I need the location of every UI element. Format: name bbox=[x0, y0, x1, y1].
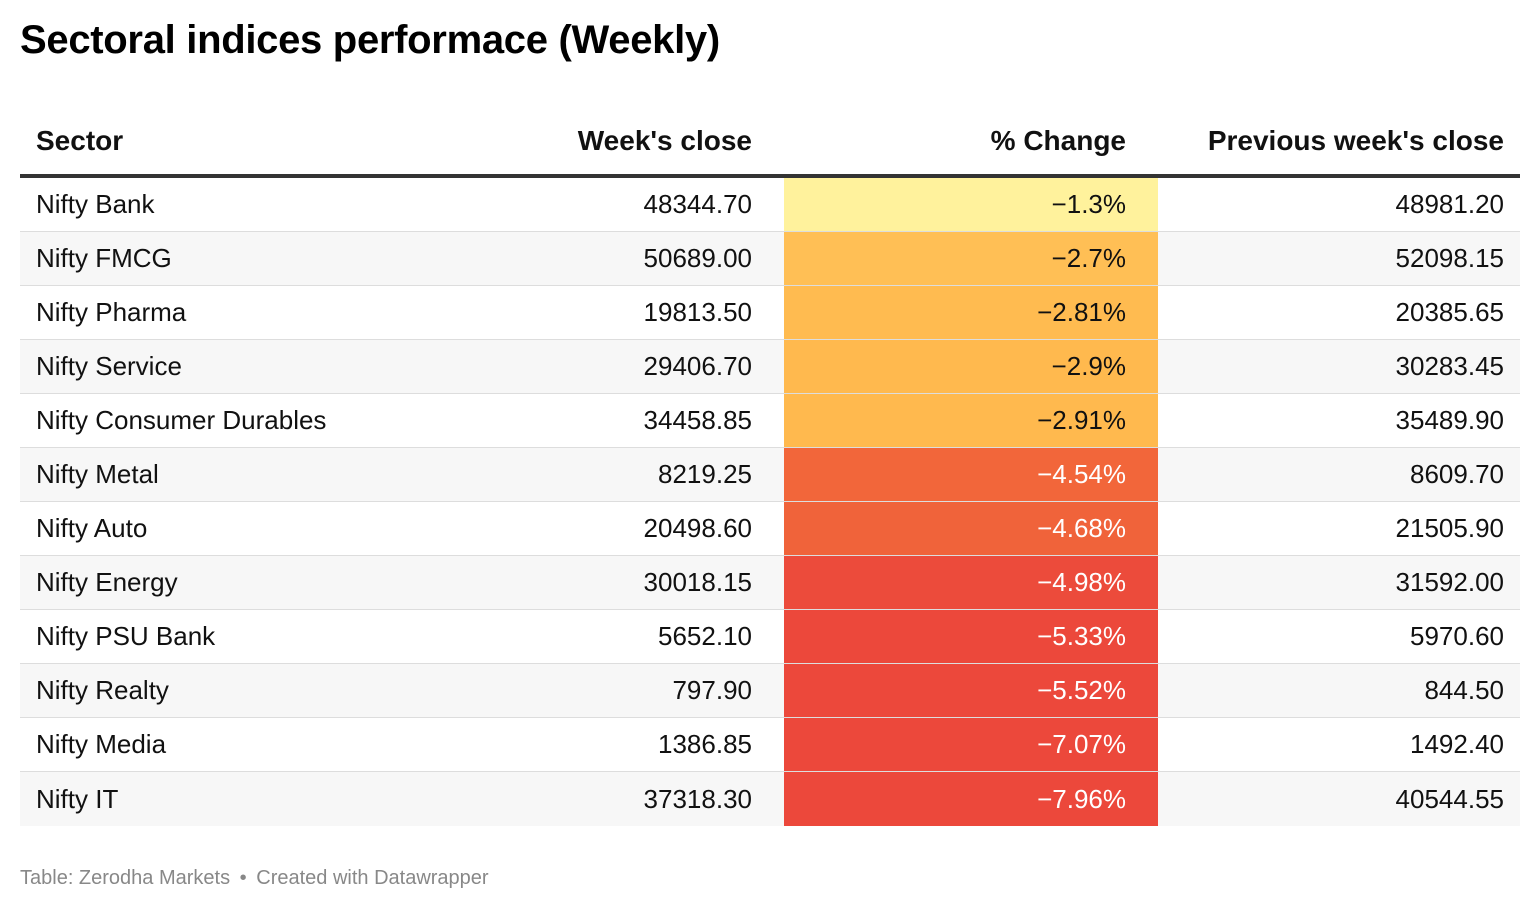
table-row: Nifty Realty 797.90 −5.52% 844.50 bbox=[20, 664, 1520, 718]
table-row: Nifty IT 37318.30 −7.96% 40544.55 bbox=[20, 772, 1520, 826]
weeks-close-cell: 20498.60 bbox=[643, 513, 752, 543]
table-row: Nifty Energy 30018.15 −4.98% 31592.00 bbox=[20, 556, 1520, 610]
footer: Table: Zerodha Markets • Created with Da… bbox=[20, 867, 489, 890]
percent-change-cell: −2.81% bbox=[784, 286, 1158, 339]
percent-change-cell: −5.52% bbox=[784, 664, 1158, 717]
header-previous-weeks-close[interactable]: Previous week's close bbox=[1207, 125, 1504, 156]
sector-cell: Nifty Auto bbox=[36, 513, 148, 543]
table-body: Nifty Bank 48344.70 −1.3% 48981.20 Nifty FMC… bbox=[20, 178, 1520, 826]
previous-weeks-close-cell: 52098.15 bbox=[1395, 243, 1504, 273]
header-sector[interactable]: Sector bbox=[36, 125, 124, 156]
table-row: Nifty Metal 8219.25 −4.54% 8609.70 bbox=[20, 448, 1520, 502]
weeks-close-cell: 30018.15 bbox=[643, 567, 752, 597]
footer-credit: Created with Datawrapper bbox=[256, 867, 489, 889]
sector-cell: Nifty IT bbox=[36, 783, 119, 814]
percent-change-cell: −7.07% bbox=[784, 718, 1158, 771]
table-row: Nifty Pharma 19813.50 −2.81% 20385.65 bbox=[20, 286, 1520, 340]
weeks-close-cell: 19813.50 bbox=[643, 297, 752, 327]
weeks-close-cell: 8219.25 bbox=[658, 459, 752, 489]
sector-cell: Nifty Pharma bbox=[36, 297, 187, 327]
footer-separator: • bbox=[239, 867, 247, 889]
sector-cell: Nifty Realty bbox=[36, 675, 169, 705]
table-header: Sector Week's close % Change Previous we… bbox=[20, 108, 1520, 178]
sector-cell: Nifty Consumer Durables bbox=[36, 405, 327, 435]
weeks-close-cell: 37318.30 bbox=[643, 783, 752, 814]
percent-change-cell: −2.7% bbox=[784, 232, 1158, 285]
weeks-close-cell: 50689.00 bbox=[643, 243, 752, 273]
sector-cell: Nifty PSU Bank bbox=[36, 621, 216, 651]
previous-weeks-close-cell: 31592.00 bbox=[1395, 567, 1504, 597]
sector-cell: Nifty FMCG bbox=[36, 243, 172, 273]
previous-weeks-close-cell: 21505.90 bbox=[1395, 513, 1504, 543]
weeks-close-cell: 1386.85 bbox=[658, 729, 752, 759]
previous-weeks-close-cell: 8609.70 bbox=[1410, 459, 1504, 489]
table-row: Nifty Consumer Durables 34458.85 −2.91% 354… bbox=[20, 394, 1520, 448]
previous-weeks-close-cell: 5970.60 bbox=[1410, 621, 1504, 651]
weeks-close-cell: 29406.70 bbox=[643, 351, 752, 381]
percent-change-cell: −5.33% bbox=[784, 610, 1158, 663]
table-row: Nifty PSU Bank 5652.10 −5.33% 5970.60 bbox=[20, 610, 1520, 664]
table-row: Nifty Auto 20498.60 −4.68% 21505.90 bbox=[20, 502, 1520, 556]
sector-cell: Nifty Media bbox=[36, 729, 167, 759]
percent-change-cell: −4.98% bbox=[784, 556, 1158, 609]
chart-title: Sectoral indices performace (Weekly) bbox=[20, 18, 720, 62]
table-row: Nifty Service 29406.70 −2.9% 30283.45 bbox=[20, 340, 1520, 394]
weeks-close-cell: 797.90 bbox=[672, 675, 752, 705]
weeks-close-cell: 5652.10 bbox=[658, 621, 752, 651]
percent-change-cell: −4.68% bbox=[784, 502, 1158, 555]
sector-cell: Nifty Service bbox=[36, 351, 182, 381]
header-percent-change[interactable]: % Change bbox=[990, 125, 1126, 156]
percent-change-cell: −1.3% bbox=[784, 178, 1158, 231]
previous-weeks-close-cell: 35489.90 bbox=[1395, 405, 1504, 435]
weeks-close-cell: 34458.85 bbox=[643, 405, 752, 435]
table-row: Nifty Bank 48344.70 −1.3% 48981.20 bbox=[20, 178, 1520, 232]
previous-weeks-close-cell: 20385.65 bbox=[1395, 297, 1504, 327]
sector-table: Sector Week's close % Change Previous we… bbox=[20, 108, 1520, 826]
previous-weeks-close-cell: 48981.20 bbox=[1395, 189, 1504, 219]
sector-cell: Nifty Bank bbox=[36, 189, 155, 219]
previous-weeks-close-cell: 1492.40 bbox=[1410, 729, 1504, 759]
percent-change-cell: −2.9% bbox=[784, 340, 1158, 393]
previous-weeks-close-cell: 40544.55 bbox=[1395, 783, 1504, 814]
previous-weeks-close-cell: 844.50 bbox=[1424, 675, 1504, 705]
percent-change-cell: −4.54% bbox=[784, 448, 1158, 501]
sector-cell: Nifty Metal bbox=[36, 459, 159, 489]
previous-weeks-close-cell: 30283.45 bbox=[1395, 351, 1504, 381]
header-weeks-close[interactable]: Week's close bbox=[577, 125, 752, 156]
table-row: Nifty Media 1386.85 −7.07% 1492.40 bbox=[20, 718, 1520, 772]
percent-change-cell: −7.96% bbox=[784, 772, 1158, 826]
table-row: Nifty FMCG 50689.00 −2.7% 52098.15 bbox=[20, 232, 1520, 286]
footer-source: Table: Zerodha Markets bbox=[20, 867, 231, 889]
sector-cell: Nifty Energy bbox=[36, 567, 178, 597]
weeks-close-cell: 48344.70 bbox=[643, 189, 752, 219]
percent-change-cell: −2.91% bbox=[784, 394, 1158, 447]
